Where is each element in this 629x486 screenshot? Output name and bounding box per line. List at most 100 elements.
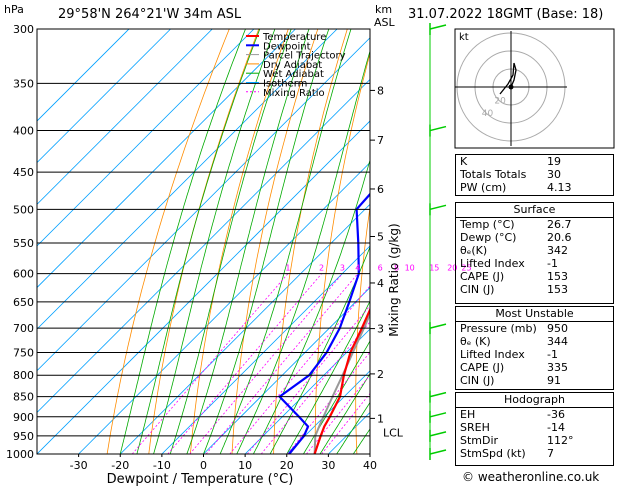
pressure-tick-label: 1000 bbox=[6, 448, 34, 461]
mixing-ratio-label: 15 bbox=[429, 264, 439, 273]
dry-adiabat-line bbox=[106, 29, 230, 454]
surface-row: Lifted Index -1 bbox=[460, 257, 558, 270]
isotherm-line bbox=[286, 370, 370, 454]
wet-adiabat-line bbox=[319, 373, 370, 454]
wet-adiabat-line bbox=[303, 340, 370, 454]
dewpoint-line bbox=[277, 192, 370, 454]
surface-row: θₑ(K) 342 bbox=[460, 244, 568, 257]
mu-row: CIN (J) 91 bbox=[460, 374, 561, 387]
mixing-ratio-label: 4 bbox=[355, 264, 360, 273]
pressure-tick-label: 600 bbox=[13, 268, 34, 281]
surface-table: Surface Temp (°C) 26.7 Dewp (°C) 20.6 θₑ(K… bbox=[455, 202, 614, 304]
isotherm-line bbox=[37, 29, 171, 164]
mu-row: Pressure (mb) 950 bbox=[460, 322, 568, 335]
wind-barb bbox=[429, 125, 447, 132]
legend-label: Wet Adiabat bbox=[263, 69, 324, 80]
mixing-ratio-line bbox=[205, 273, 359, 454]
pressure-tick-label: 850 bbox=[13, 391, 34, 404]
mixing-ratio-label: 3 bbox=[340, 264, 345, 273]
index-row-k: K 19 bbox=[460, 155, 561, 168]
most-unstable-table: Most Unstable Pressure (mb) 950 θₑ (K) 344… bbox=[455, 306, 614, 390]
mixing-ratio-label: 1 bbox=[285, 264, 290, 273]
y-axis-right-label: Mixing Ratio (g/kg) bbox=[387, 223, 401, 336]
temp-tick-label: 30 bbox=[321, 459, 335, 472]
surface-title: Surface bbox=[456, 203, 613, 218]
pressure-tick-label: 350 bbox=[13, 77, 34, 90]
legend-label: Temperature bbox=[262, 32, 326, 43]
height-tick-label: 6 bbox=[377, 183, 384, 196]
pressure-tick-label: 400 bbox=[13, 125, 34, 138]
pressure-tick-label: 450 bbox=[13, 166, 34, 179]
surface-row: Dewp (°C) 20.6 bbox=[460, 231, 572, 244]
parcel-trajectory-line bbox=[313, 311, 370, 454]
hodograph-trace bbox=[499, 62, 517, 95]
pressure-tick-label: 800 bbox=[13, 369, 34, 382]
mixing-ratio-label: 6 bbox=[378, 264, 383, 273]
wet-adiabat-line bbox=[153, 29, 276, 454]
height-tick-label: 2 bbox=[377, 368, 384, 381]
index-row-totals: Totals Totals 30 bbox=[460, 168, 561, 181]
isotherm-line bbox=[37, 29, 296, 289]
wind-barb bbox=[429, 412, 447, 418]
mixing-ratio-label: 8 bbox=[394, 264, 399, 273]
temp-tick-label: 40 bbox=[363, 459, 377, 472]
pressure-tick-label: 900 bbox=[13, 411, 34, 424]
height-tick-label: 5 bbox=[377, 230, 384, 243]
surface-row: CAPE (J) 153 bbox=[460, 270, 568, 283]
mu-row: CAPE (J) 335 bbox=[460, 361, 568, 374]
hodo-row: StmDir 112° bbox=[460, 434, 574, 447]
hodograph-ring-label: 20 bbox=[494, 97, 506, 107]
credit-text: © weatheronline.co.uk bbox=[462, 470, 600, 484]
wind-barb bbox=[429, 204, 447, 211]
mixing-ratio-line bbox=[229, 285, 370, 454]
index-row-pw: PW (cm) 4.13 bbox=[460, 181, 572, 194]
mixing-ratio-label: 25 bbox=[461, 264, 471, 273]
hodograph-origin bbox=[508, 84, 514, 90]
legend-label: Mixing Ratio bbox=[263, 88, 325, 99]
isotherm-line bbox=[37, 29, 255, 247]
mixing-ratio-line bbox=[246, 305, 370, 454]
pressure-tick-label: 700 bbox=[13, 322, 34, 335]
mixing-ratio-line bbox=[286, 351, 370, 454]
surface-row: Temp (°C) 26.7 bbox=[460, 218, 572, 231]
mixing-ratio-line bbox=[131, 273, 289, 454]
temp-tick-label: -20 bbox=[111, 459, 129, 472]
height-tick-label: 7 bbox=[377, 134, 384, 147]
isotherm-line bbox=[37, 29, 130, 122]
isotherm-line bbox=[37, 37, 370, 372]
pressure-tick-label: 550 bbox=[13, 237, 34, 250]
pressure-tick-label: 950 bbox=[13, 430, 34, 443]
height-tick-label: 4 bbox=[377, 277, 384, 290]
asl-label: ASL bbox=[374, 16, 395, 29]
temp-tick-label: -10 bbox=[153, 459, 171, 472]
mixing-ratio-line bbox=[189, 273, 343, 454]
isotherm-line bbox=[203, 286, 370, 454]
hpa-label: hPa bbox=[4, 3, 24, 16]
mixing-ratio-label: 20 bbox=[447, 264, 457, 273]
pressure-tick-label: 500 bbox=[13, 203, 34, 216]
x-axis-label: Dewpoint / Temperature (°C) bbox=[107, 472, 294, 486]
isotherm-line bbox=[37, 29, 213, 205]
temp-tick-label: 0 bbox=[200, 459, 207, 472]
location-title: 29°58'N 264°21'W 34m ASL bbox=[58, 7, 242, 22]
temperature-line bbox=[313, 307, 370, 454]
surface-row: CIN (J) 153 bbox=[460, 283, 568, 296]
hodograph-title: Hodograph bbox=[456, 393, 613, 408]
hodograph-box bbox=[454, 28, 615, 149]
legend-label: Isotherm bbox=[263, 79, 307, 90]
mixing-ratio-line bbox=[167, 273, 322, 454]
pressure-tick-label: 300 bbox=[13, 23, 34, 36]
height-tick-label: 1 bbox=[377, 412, 384, 425]
hodograph-unit-label: kt bbox=[459, 32, 469, 43]
datetime-title: 31.07.2022 18GMT (Base: 18) bbox=[408, 7, 604, 22]
hodo-row: SREH -14 bbox=[460, 421, 565, 434]
wind-barb bbox=[429, 391, 447, 398]
isotherm-line bbox=[37, 120, 370, 454]
hodograph-ring-label: 40 bbox=[482, 109, 494, 119]
most-unstable-title: Most Unstable bbox=[456, 307, 613, 322]
legend-label: Dewpoint bbox=[263, 41, 311, 52]
temp-tick-label: -30 bbox=[70, 459, 88, 472]
wind-barb bbox=[429, 449, 447, 455]
indices-table: K 19 Totals Totals 30 PW (cm) 4.13 bbox=[455, 154, 614, 196]
